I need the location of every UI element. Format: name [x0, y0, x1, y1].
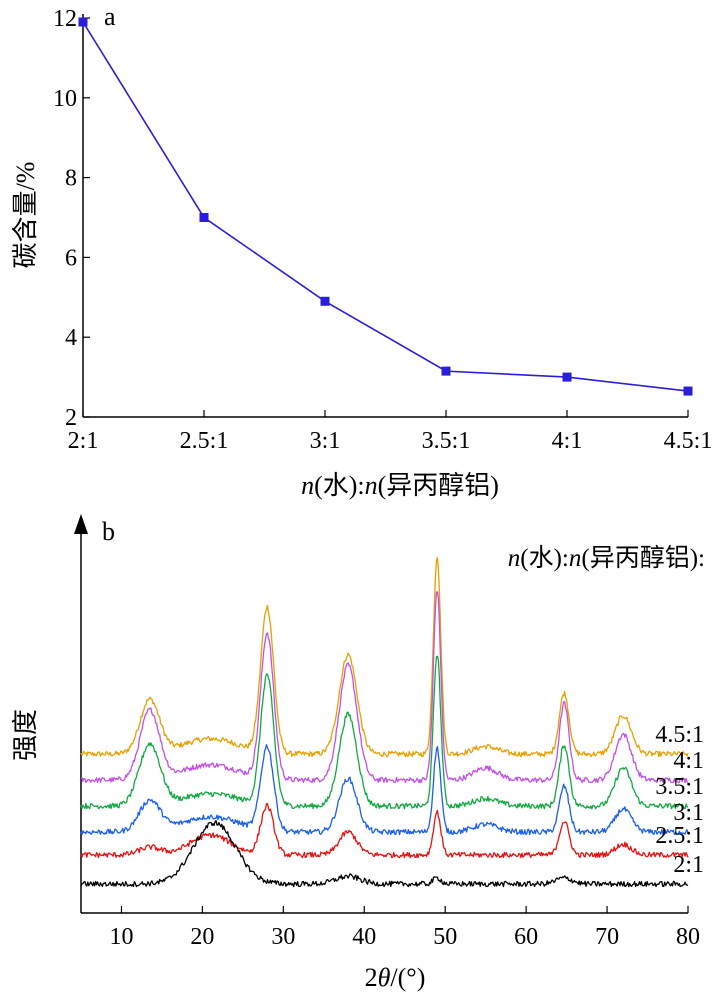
x-title-aluminum-isopropoxide: (异丙醇铝) — [378, 471, 499, 500]
legend-aluminum-isopropoxide: (异丙醇铝): — [581, 544, 705, 572]
panel-a-data-point — [78, 17, 88, 27]
panel-b-x-tick-label: 80 — [676, 924, 700, 950]
legend-n-symbol: n — [508, 545, 521, 572]
x-title-theta: θ — [378, 963, 391, 992]
panel-a-y-tick-label: 6 — [65, 245, 77, 271]
panel-a-x-tick-label: 3.5:1 — [422, 428, 471, 454]
panel-a-data-point — [562, 372, 572, 382]
panel-b-x-tick-label: 10 — [109, 924, 133, 950]
legend-water: (水): — [520, 544, 569, 572]
panel-a-y-tick-label: 8 — [65, 166, 77, 192]
panel-b-letter: b — [102, 517, 115, 546]
x-title-n-symbol-2: n — [365, 471, 378, 500]
panel-a-ticks: 2 4 6 8 10 12 2:1 2.5:1 3:1 3.5:1 4:1 4.5:1 — [53, 6, 712, 454]
panel-a-letter: a — [104, 2, 116, 31]
legend-n-symbol-2: n — [569, 545, 582, 572]
panel-a-data-point — [320, 296, 330, 306]
panel-a-x-tick-label: 3:1 — [310, 428, 341, 454]
panel-a-y-axis-title: 碳含量/% — [11, 162, 40, 269]
panel-a-series-line — [82, 21, 689, 392]
panel-a-y-tick-label: 12 — [53, 6, 77, 32]
xrd-series-label: 4.5:1 — [655, 722, 704, 748]
xrd-series-label: 3:1 — [673, 800, 704, 826]
panel-a-y-tick-label: 2 — [65, 405, 77, 431]
xrd-series-line — [80, 802, 689, 859]
y-axis-arrow-icon — [74, 514, 88, 534]
panel-b-legend-title: n(水):n(异丙醇铝): — [508, 544, 705, 572]
panel-a-data-point — [441, 366, 451, 376]
panel-a-y-tick-label: 4 — [65, 325, 77, 351]
panel-a-x-tick-label: 4.5:1 — [664, 428, 713, 454]
panel-b-series — [80, 557, 689, 888]
xrd-series-line — [81, 591, 689, 784]
panel-a-y-tick-label: 10 — [53, 86, 77, 112]
panel-b-x-axis-title: 2θ/(°) — [365, 963, 426, 992]
panel-b-x-tick-label: 60 — [514, 924, 538, 950]
panel-a-axes — [82, 14, 688, 418]
xrd-series-line — [80, 557, 689, 758]
panel-a-x-tick-label: 4:1 — [552, 428, 583, 454]
panel-b-ticks: 10 20 30 40 50 60 70 80 — [109, 906, 700, 950]
panel-a-data-point — [683, 386, 693, 396]
panel-b-x-tick-label: 40 — [352, 924, 376, 950]
xrd-series-label: 2.5:1 — [655, 823, 704, 849]
xrd-series-line — [80, 820, 689, 888]
xrd-series-label: 2:1 — [673, 852, 704, 878]
panel-a-carbon-content-chart: a 2 4 6 8 10 12 2:1 2.5:1 3:1 3.5:1 4:1 4.5:1 碳含量/%… — [11, 2, 712, 500]
panel-b-x-tick-label: 20 — [190, 924, 214, 950]
xrd-series-line — [80, 744, 689, 836]
panel-a-x-tick-label: 2.5:1 — [180, 428, 229, 454]
panel-b-axes — [74, 514, 688, 914]
panel-b-series-labels: 4.5:14:13.5:13:12.5:1 2:1 — [655, 722, 704, 878]
x-title-degree-unit: /(°) — [390, 963, 425, 992]
panel-b-x-tick-label: 30 — [271, 924, 295, 950]
panel-b-x-tick-label: 50 — [433, 924, 457, 950]
x-title-n-symbol: n — [301, 471, 314, 500]
panel-b-xrd-chart: b 10 20 30 40 50 60 70 80 4.5:14:13.5:13:12.5:1… — [11, 514, 705, 992]
panel-b-y-axis-title: 强度 — [11, 709, 40, 761]
panel-a-x-tick-label: 2:1 — [68, 428, 99, 454]
panel-a-data-point — [199, 213, 209, 222]
xrd-series-line — [80, 655, 689, 810]
panel-a-series — [78, 17, 693, 396]
xrd-series-label: 4:1 — [673, 748, 704, 774]
xrd-series-label: 3.5:1 — [655, 774, 704, 800]
x-title-two: 2 — [365, 963, 378, 992]
panel-a-x-axis-title: n(水):n(异丙醇铝) — [301, 471, 499, 500]
panel-b-x-tick-label: 70 — [595, 924, 619, 950]
x-title-water: (水): — [314, 471, 365, 500]
